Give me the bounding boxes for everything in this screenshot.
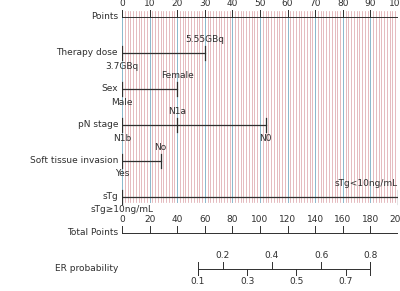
Text: 200: 200 bbox=[390, 215, 400, 224]
Text: 0.4: 0.4 bbox=[265, 251, 279, 260]
Text: Yes: Yes bbox=[115, 169, 129, 178]
Text: 80: 80 bbox=[337, 0, 348, 8]
Text: 5.55GBq: 5.55GBq bbox=[185, 35, 224, 44]
Text: 160: 160 bbox=[334, 215, 352, 224]
Text: 10: 10 bbox=[144, 0, 155, 8]
Text: Total Points: Total Points bbox=[67, 228, 118, 237]
Text: 120: 120 bbox=[279, 215, 296, 224]
Text: 20: 20 bbox=[172, 0, 183, 8]
Text: sTg≥10ng/mL: sTg≥10ng/mL bbox=[90, 205, 154, 214]
Text: N0: N0 bbox=[259, 134, 272, 143]
Text: 100: 100 bbox=[389, 0, 400, 8]
Text: 60: 60 bbox=[199, 215, 210, 224]
Text: ER probability: ER probability bbox=[55, 264, 118, 273]
Text: 40: 40 bbox=[227, 0, 238, 8]
Text: 80: 80 bbox=[227, 215, 238, 224]
Text: 0.7: 0.7 bbox=[338, 277, 353, 286]
Text: 100: 100 bbox=[251, 215, 269, 224]
Text: Points: Points bbox=[91, 13, 118, 22]
Text: 0: 0 bbox=[119, 215, 125, 224]
Text: 60: 60 bbox=[282, 0, 293, 8]
Text: 50: 50 bbox=[254, 0, 266, 8]
Text: 0.5: 0.5 bbox=[289, 277, 304, 286]
Text: 0.1: 0.1 bbox=[191, 277, 205, 286]
Text: No: No bbox=[154, 143, 167, 152]
Text: 0.2: 0.2 bbox=[216, 251, 230, 260]
Text: N1a: N1a bbox=[168, 107, 186, 116]
Text: 40: 40 bbox=[172, 215, 183, 224]
Text: 30: 30 bbox=[199, 0, 210, 8]
Text: 0.8: 0.8 bbox=[363, 251, 378, 260]
Text: 140: 140 bbox=[307, 215, 324, 224]
Text: 0.3: 0.3 bbox=[240, 277, 254, 286]
Text: 3.7GBq: 3.7GBq bbox=[105, 62, 139, 71]
Text: sTg: sTg bbox=[102, 192, 118, 201]
Text: Female: Female bbox=[161, 71, 194, 80]
Text: 20: 20 bbox=[144, 215, 155, 224]
Text: pN stage: pN stage bbox=[78, 120, 118, 129]
Text: sTg<10ng/mL: sTg<10ng/mL bbox=[335, 179, 398, 188]
Text: Soft tissue invasion: Soft tissue invasion bbox=[30, 156, 118, 165]
Text: 70: 70 bbox=[310, 0, 321, 8]
Text: 180: 180 bbox=[362, 215, 379, 224]
Text: Male: Male bbox=[111, 97, 133, 107]
Text: 0: 0 bbox=[119, 0, 125, 8]
Text: Sex: Sex bbox=[101, 84, 118, 93]
Text: N1b: N1b bbox=[113, 134, 131, 143]
Text: 90: 90 bbox=[365, 0, 376, 8]
Text: Therapy dose: Therapy dose bbox=[56, 48, 118, 57]
Text: 0.6: 0.6 bbox=[314, 251, 328, 260]
